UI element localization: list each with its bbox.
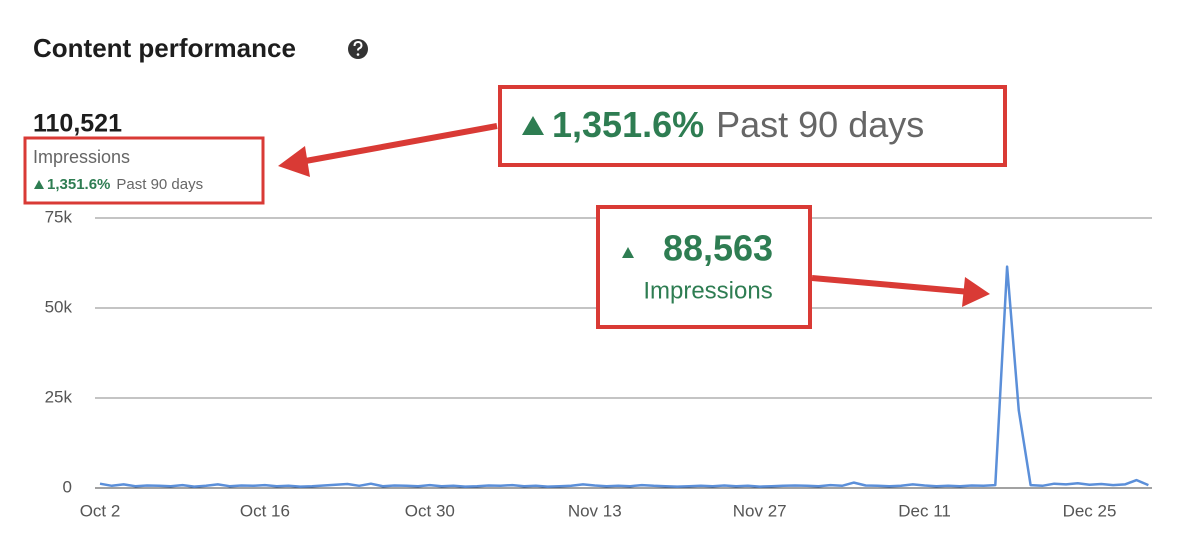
y-tick-label: 50k bbox=[45, 297, 73, 316]
highlight-box bbox=[23, 136, 265, 205]
x-tick-label: Oct 2 bbox=[80, 501, 121, 520]
help-dot bbox=[356, 53, 360, 56]
x-tick-label: Nov 13 bbox=[568, 501, 622, 520]
chart-title: Content performance bbox=[33, 33, 296, 63]
annotation-text: 1,351.6% Past 90 days bbox=[552, 104, 924, 145]
annotation-value: 88,563 bbox=[663, 228, 773, 269]
up-triangle bbox=[522, 116, 544, 135]
annotation-box bbox=[596, 205, 812, 329]
annotation-1: 1,351.6% Past 90 days bbox=[498, 85, 1007, 167]
y-tick-label: 75k bbox=[45, 207, 73, 226]
arrow-head bbox=[278, 146, 310, 177]
annotation-change: 1,351.6% bbox=[552, 104, 704, 145]
up-triangle bbox=[622, 247, 634, 258]
annotation-2: 88,563 Impressions bbox=[596, 205, 812, 329]
y-tick-label: 0 bbox=[63, 477, 72, 496]
up-triangle bbox=[34, 180, 44, 189]
arrow-line bbox=[811, 275, 971, 295]
summary-change-line: 1,351.6% Past 90 days bbox=[47, 176, 203, 193]
x-tick-label: Oct 30 bbox=[405, 501, 455, 520]
summary-period: Past 90 days bbox=[116, 176, 203, 193]
total-value: 110,521 bbox=[33, 110, 122, 138]
annotation-label: Impressions bbox=[643, 277, 772, 304]
summary-change: 1,351.6% bbox=[47, 176, 110, 193]
line bbox=[99, 265, 1149, 488]
help-icon[interactable] bbox=[348, 39, 368, 59]
arrow-head bbox=[962, 277, 990, 307]
annotation-period: Past 90 days bbox=[716, 104, 924, 145]
x-tick-label: Oct 16 bbox=[240, 501, 290, 520]
x-tick-label: Dec 11 bbox=[898, 501, 951, 520]
x-tick-label: Nov 27 bbox=[733, 501, 787, 520]
x-tick-label: Dec 25 bbox=[1063, 501, 1117, 520]
arrows bbox=[278, 123, 990, 307]
help-glyph bbox=[353, 40, 363, 51]
y-tick-label: 25k bbox=[45, 387, 73, 406]
total-label: Impressions bbox=[33, 147, 130, 167]
arrow-line bbox=[299, 123, 498, 165]
annotation-box bbox=[498, 85, 1007, 167]
plot: 0 25k 50k 75k Oct 2 Oct 16 Oct 30 Nov 13 Nov 27 D… bbox=[45, 207, 1152, 520]
